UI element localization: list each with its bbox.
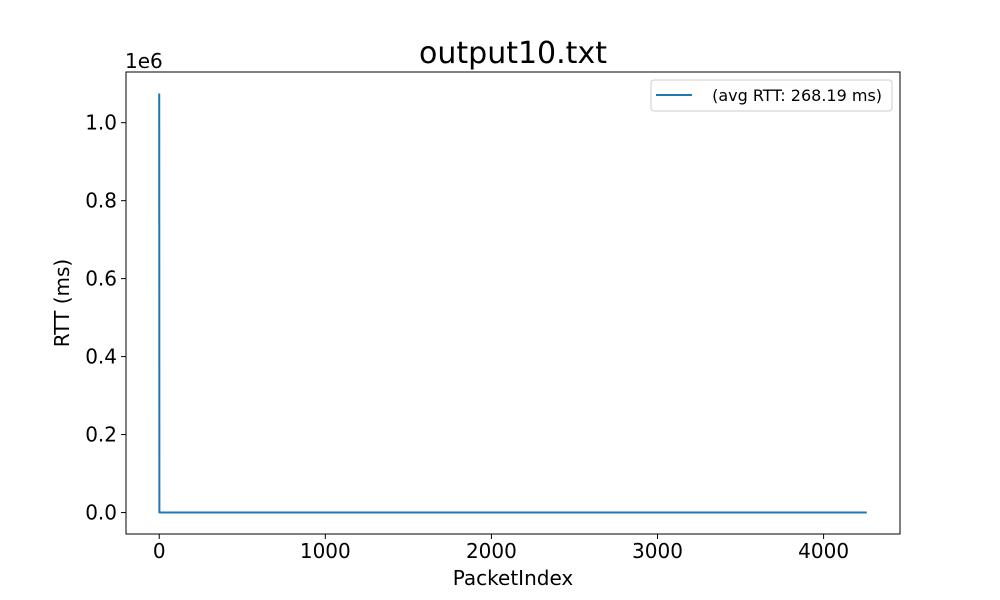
legend-box — [650, 79, 893, 112]
x-tick-label: 2000 — [466, 539, 517, 563]
chart-title: output10.txt — [419, 36, 607, 71]
x-tick-label: 1000 — [300, 539, 351, 563]
series-line-0 — [158, 93, 867, 514]
plot-area: 0 1000 2000 3000 4000 0.0 0.2 0.4 0.6 0.8 1.0 — [85, 71, 901, 563]
legend-entry-label: (avg RTT: 268.19 ms) — [707, 86, 882, 105]
x-axis-label: PacketIndex — [453, 566, 574, 590]
y-tick-label: 0.8 — [85, 189, 117, 213]
plot-frame — [125, 71, 901, 535]
x-tick-label: 4000 — [798, 539, 849, 563]
y-tick-label: 0.2 — [85, 423, 117, 447]
y-tick-label: 0.6 — [85, 267, 117, 291]
x-tick-label: 0 — [153, 539, 166, 563]
y-tick-label: 0.4 — [85, 345, 117, 369]
x-tick-label: 3000 — [632, 539, 683, 563]
legend: (avg RTT: 268.19 ms) — [650, 79, 893, 112]
y-axis-label: RTT (ms) — [50, 259, 74, 347]
y-axis-offset-label: 1e6 — [125, 49, 163, 73]
y-tick-label: 1.0 — [85, 111, 117, 135]
y-tick-label: 0.0 — [85, 501, 117, 525]
